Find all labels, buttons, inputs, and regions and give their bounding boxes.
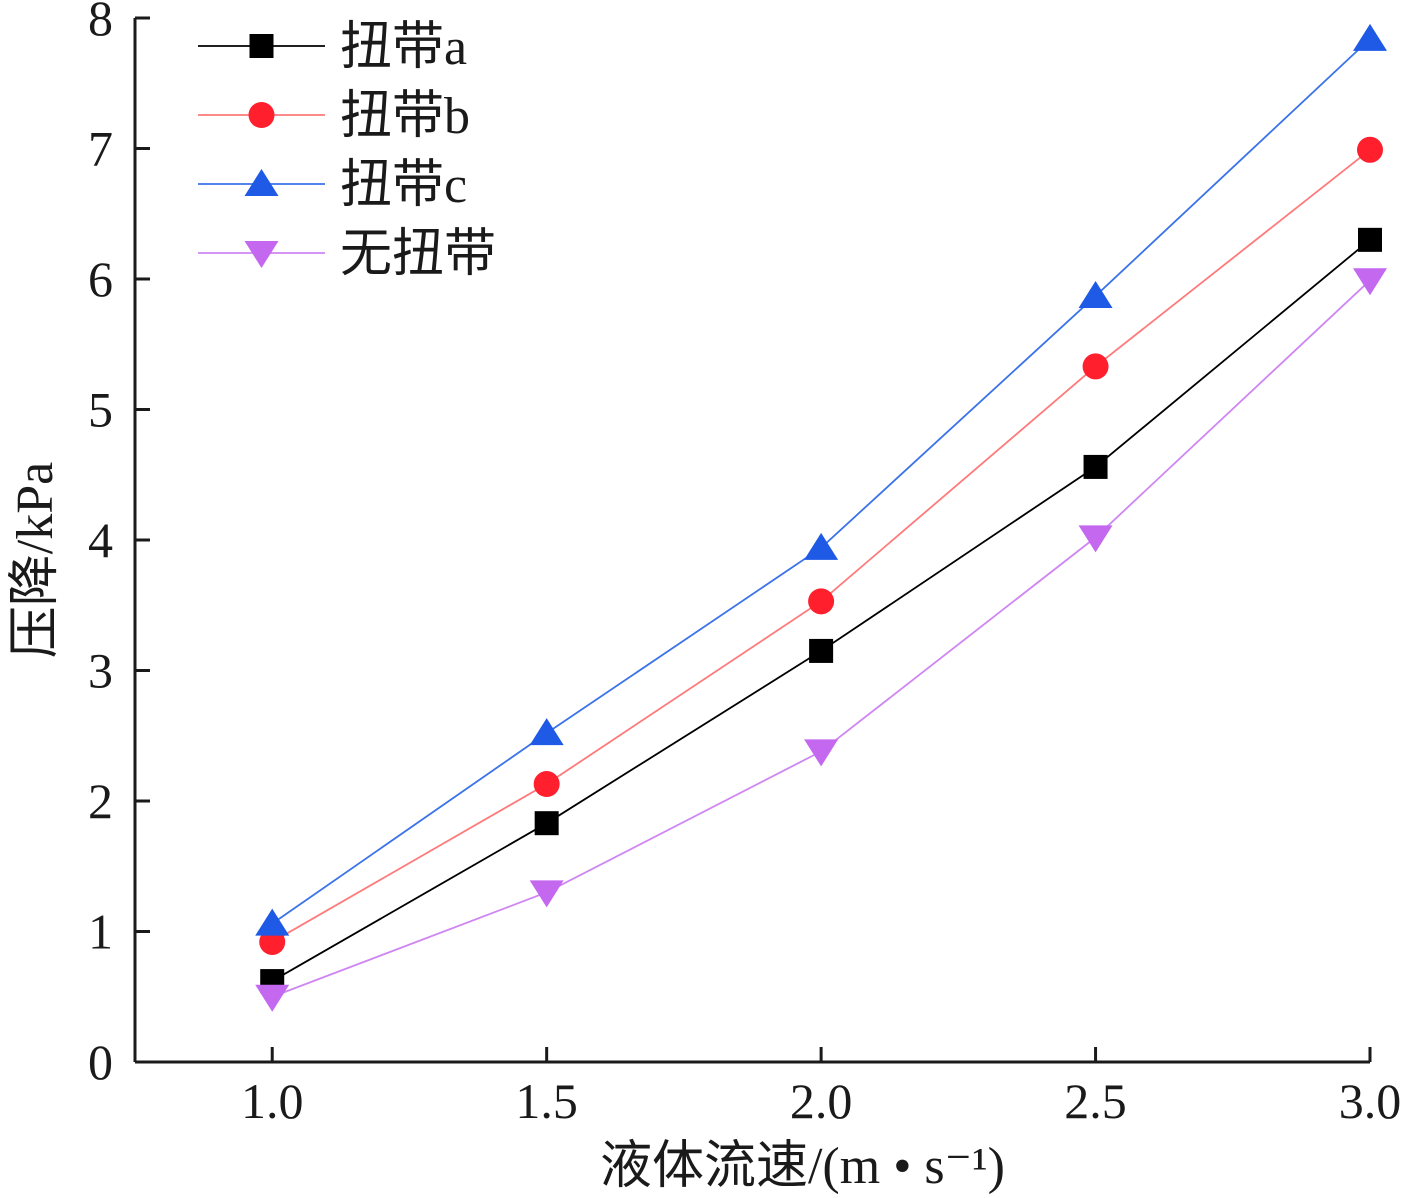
y-tick-label: 5	[88, 382, 113, 438]
x-axis-title: 液体流速/(m • s⁻¹)	[600, 1138, 1005, 1195]
series-line	[271, 279, 1371, 998]
legend: 扭带a 扭带b 扭带c 无扭带	[198, 19, 496, 283]
legend-entry: 扭带c	[198, 157, 467, 214]
y-tick-label: 2	[88, 773, 113, 829]
data-point	[1353, 268, 1387, 296]
legend-marker	[249, 34, 274, 58]
legend-label: 扭带a	[340, 19, 467, 76]
y-tick-label: 4	[88, 512, 113, 568]
data-point	[1078, 525, 1113, 553]
data-point	[529, 880, 564, 908]
y-tick-label: 1	[88, 904, 113, 960]
legend-label: 无扭带	[340, 226, 496, 283]
data-point	[255, 984, 290, 1012]
data-point	[1357, 136, 1383, 163]
legend-entry: 扭带a	[198, 19, 467, 76]
x-tick-label: 1.5	[515, 1073, 578, 1129]
data-point	[809, 638, 834, 663]
data-point	[1358, 227, 1382, 252]
x-tick-label: 2.5	[1064, 1073, 1127, 1129]
legend-marker	[244, 241, 279, 268]
series-4	[255, 268, 1387, 1012]
data-point	[808, 588, 835, 615]
x-tick-label: 1.0	[241, 1073, 304, 1129]
data-point	[255, 908, 290, 936]
x-axis-ticks: 1.0 1.5 2.0 2.5 3.0	[241, 1047, 1401, 1129]
y-axis-title: 压降/kPa	[7, 462, 64, 658]
series-1	[260, 227, 1382, 994]
series-layer	[255, 23, 1387, 1012]
data-point	[534, 811, 559, 836]
data-point	[529, 718, 564, 746]
series-3	[255, 23, 1387, 936]
legend-marker	[244, 169, 279, 196]
legend-label: 扭带b	[340, 88, 470, 145]
y-tick-label: 8	[88, 0, 113, 46]
data-point	[804, 739, 839, 767]
y-tick-label: 3	[88, 643, 113, 699]
legend-marker	[248, 102, 275, 128]
legend-entry: 扭带b	[198, 88, 470, 145]
axes	[133, 18, 1370, 1064]
data-point	[1083, 454, 1108, 479]
y-tick-label: 0	[88, 1034, 113, 1090]
y-tick-label: 6	[88, 251, 113, 307]
y-axis-ticks: 0 1 2 3 4 5 6 7 8	[88, 0, 150, 1090]
data-point	[1353, 23, 1387, 51]
x-tick-label: 2.0	[790, 1073, 853, 1129]
legend-label: 扭带c	[340, 157, 467, 214]
y-tick-label: 7	[88, 121, 113, 177]
data-point	[1078, 280, 1113, 308]
x-tick-label: 3.0	[1339, 1073, 1402, 1129]
data-point	[1082, 353, 1109, 380]
data-point	[804, 532, 839, 560]
data-point	[533, 771, 560, 798]
legend-entry: 无扭带	[198, 226, 496, 283]
